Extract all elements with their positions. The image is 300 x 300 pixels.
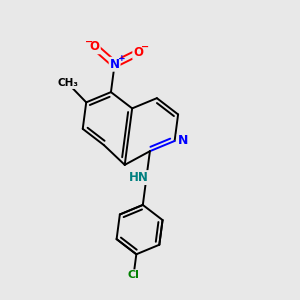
- Text: −: −: [141, 42, 149, 52]
- Text: HN: HN: [129, 171, 149, 184]
- Text: −: −: [85, 37, 93, 46]
- Text: +: +: [118, 54, 125, 63]
- Text: N: N: [110, 58, 120, 71]
- Text: CH₃: CH₃: [57, 78, 78, 88]
- Text: Cl: Cl: [128, 270, 140, 280]
- Text: O: O: [133, 46, 143, 59]
- Text: N: N: [178, 134, 188, 148]
- Text: O: O: [90, 40, 100, 53]
